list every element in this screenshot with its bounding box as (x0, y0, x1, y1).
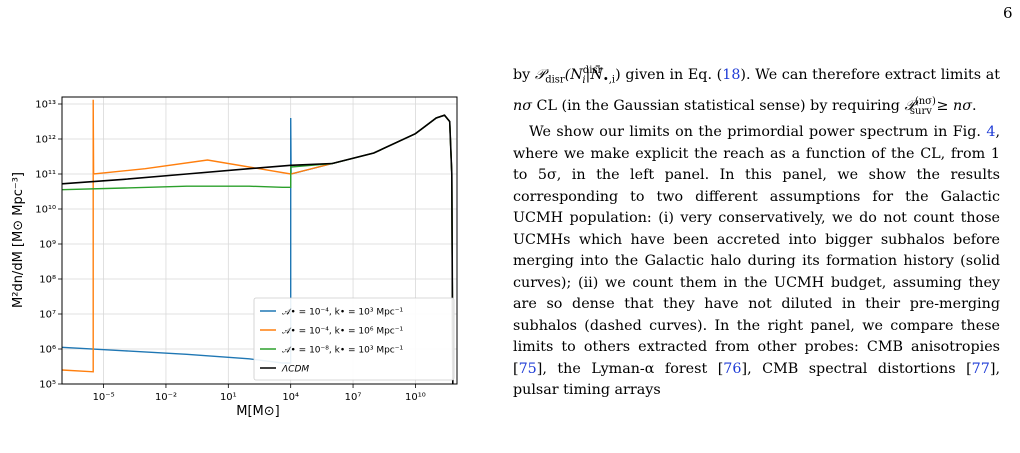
y-tick-label: 10⁶ (39, 345, 56, 356)
legend-label: 𝒜• = 10⁻⁴, k• = 10³ Mpc⁻¹ (282, 308, 403, 318)
tick-layer: 10⁻⁵ 10⁻² 10¹ 10⁴ 10⁷ 10¹⁰ 10⁵ 10⁶ 10⁷ 10⁸ 10⁹ 10¹⁰… (35, 100, 426, 404)
page-number: 6 (1003, 4, 1013, 22)
body-text: by 𝒫disr(Ndisri|N̄•,i) given in Eq. (18)… (513, 60, 1000, 402)
figure-ref[interactable]: 4 (986, 124, 996, 141)
x-axis-label: M[M⊙] (236, 404, 279, 419)
y-tick-label: 10¹² (35, 135, 56, 146)
citation-76[interactable]: 76 (723, 360, 742, 377)
grid-layer (62, 97, 457, 385)
series-line-4 (61, 114, 454, 385)
citation-77[interactable]: 77 (971, 360, 990, 377)
y-tick-label: 10⁸ (39, 275, 56, 286)
y-tick-label: 10¹¹ (35, 170, 56, 181)
mass-function-figure: 10⁻⁵ 10⁻² 10¹ 10⁴ 10⁷ 10¹⁰ 10⁵ 10⁶ 10⁷ 10⁸ 10⁹ 10¹⁰… (0, 0, 480, 453)
legend-label: 𝒜• = 10⁻⁸, k• = 10³ Mpc⁻¹ (282, 346, 403, 356)
y-tick-label: 10⁹ (39, 240, 56, 251)
y-tick-label: 10⁵ (39, 380, 56, 391)
paragraph-1: by 𝒫disr(Ndisri|N̄•,i) given in Eq. (18)… (513, 65, 1001, 117)
citation-75[interactable]: 75 (518, 360, 537, 377)
plot-frame (61, 96, 458, 385)
mass-function-chart: 10⁻⁵ 10⁻² 10¹ 10⁴ 10⁷ 10¹⁰ 10⁵ 10⁶ 10⁷ 10⁸ 10⁹ 10¹⁰… (11, 96, 458, 419)
legend-label: ΛCDM (281, 365, 309, 375)
equation-ref[interactable]: 18 (722, 66, 741, 83)
y-tick-label: 10¹³ (35, 100, 56, 111)
chart-legend: 𝒜• = 10⁻⁴, k• = 10³ Mpc⁻¹ 𝒜• = 10⁻⁴, k• =… (253, 297, 455, 381)
series-layer (61, 99, 454, 385)
y-tick-label: 10⁷ (39, 310, 56, 321)
paragraph-2: We show our limits on the primordial pow… (513, 124, 1000, 399)
x-tick-label: 10⁷ (345, 392, 362, 403)
legend-label: 𝒜• = 10⁻⁴, k• = 10⁶ Mpc⁻¹ (282, 327, 403, 337)
x-tick-label: 10¹⁰ (405, 392, 426, 403)
x-tick-label: 10⁻⁵ (93, 392, 115, 403)
legend-box (253, 297, 455, 381)
y-axis-label: M²dn/dM [M⊙ Mpc⁻³] (11, 172, 26, 308)
x-tick-label: 10⁻² (155, 392, 177, 403)
x-tick-label: 10⁴ (282, 392, 299, 403)
y-tick-label: 10¹⁰ (35, 205, 56, 216)
x-tick-label: 10¹ (220, 392, 237, 403)
